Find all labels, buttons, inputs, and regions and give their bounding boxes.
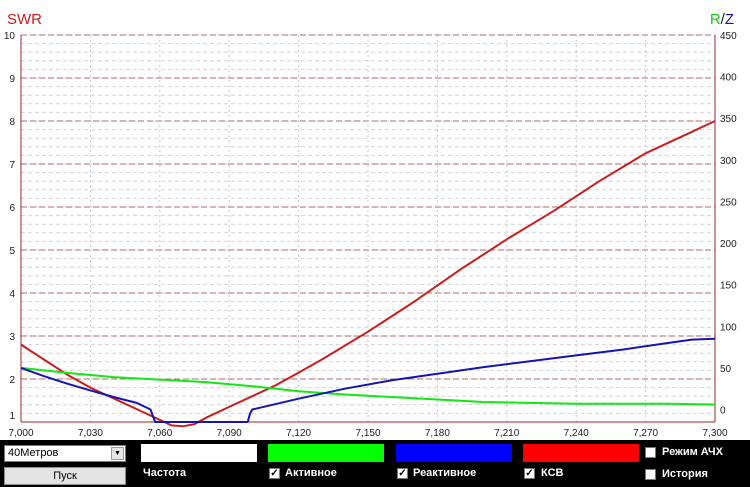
rz-tick-label: 150 (720, 281, 737, 292)
history-label: История (662, 468, 708, 480)
z-axis-title: Z (725, 11, 734, 28)
active-checkbox[interactable]: ✓ (269, 468, 280, 479)
tick-labels: 123456789100501001502002503003504004507,… (4, 31, 737, 439)
rz-tick-label: 200 (720, 239, 737, 250)
freq-tick-label: 7,150 (355, 428, 380, 439)
freq-color-swatch[interactable] (141, 444, 257, 462)
r-axis-title: R (710, 11, 721, 28)
afc-mode-label: Режим АЧХ (662, 446, 723, 458)
swr-tick-label: 8 (9, 117, 15, 128)
history-checkbox[interactable] (645, 469, 656, 480)
freq-tick-label: 7,300 (702, 428, 727, 439)
reactive-label: Реактивное (413, 467, 477, 479)
swr-tick-label: 4 (9, 289, 15, 300)
freq-tick-label: 7,240 (564, 428, 589, 439)
swr-color-swatch[interactable] (523, 444, 639, 462)
swr-tick-label: 2 (9, 375, 15, 386)
freq-tick-label: 7,180 (425, 428, 450, 439)
freq-label: Частота (143, 467, 187, 479)
rz-tick-label: 450 (720, 31, 737, 42)
rz-tick-label: 250 (720, 197, 737, 208)
rz-axis-title: R/Z (710, 11, 734, 28)
rz-tick-label: 100 (720, 322, 737, 333)
band-select-value: 40Метров (8, 447, 59, 459)
reactive-checkbox[interactable]: ✓ (397, 468, 408, 479)
rz-separator: / (721, 11, 726, 28)
swr-tick-label: 10 (4, 31, 16, 42)
swr-series-line (20, 120, 716, 428)
swr-tick-label: 1 (9, 411, 15, 422)
freq-tick-label: 7,060 (147, 428, 172, 439)
chart-grid (20, 34, 716, 423)
rz-tick-label: 0 (720, 406, 726, 417)
freq-tick-label: 7,000 (8, 428, 33, 439)
freq-tick-label: 7,270 (633, 428, 658, 439)
swr-tick-label: 7 (9, 160, 15, 171)
freq-tick-label: 7,090 (217, 428, 242, 439)
band-select[interactable]: 40Метров ▼ (4, 445, 126, 462)
freq-tick-label: 7,120 (286, 428, 311, 439)
freq-tick-label: 7,030 (78, 428, 103, 439)
reactive-series-line (20, 337, 716, 423)
afc-mode-checkbox[interactable] (645, 447, 656, 458)
swr-tick-label: 5 (9, 246, 15, 257)
freq-tick-label: 7,210 (494, 428, 519, 439)
chevron-down-icon[interactable]: ▼ (111, 447, 124, 460)
active-label: Активное (285, 467, 337, 479)
swr-label: КСВ (541, 467, 564, 479)
data-series (20, 120, 716, 428)
start-button[interactable]: Пуск (4, 467, 126, 485)
swr-tick-label: 9 (9, 74, 15, 85)
rz-tick-label: 50 (720, 364, 732, 375)
active-series-line (20, 366, 716, 406)
swr-axis-title: SWR (7, 11, 42, 28)
active-color-swatch[interactable] (268, 444, 384, 462)
rz-tick-label: 350 (720, 114, 737, 125)
swr-checkbox[interactable]: ✓ (524, 468, 535, 479)
rz-tick-label: 400 (720, 73, 737, 84)
swr-impedance-chart: SWR R/Z 12345678910050100150200250300350… (0, 0, 750, 440)
rz-tick-label: 300 (720, 156, 737, 167)
swr-tick-label: 3 (9, 332, 15, 343)
reactive-color-swatch[interactable] (396, 444, 512, 462)
plot-area-background (0, 0, 750, 440)
swr-tick-label: 6 (9, 203, 15, 214)
